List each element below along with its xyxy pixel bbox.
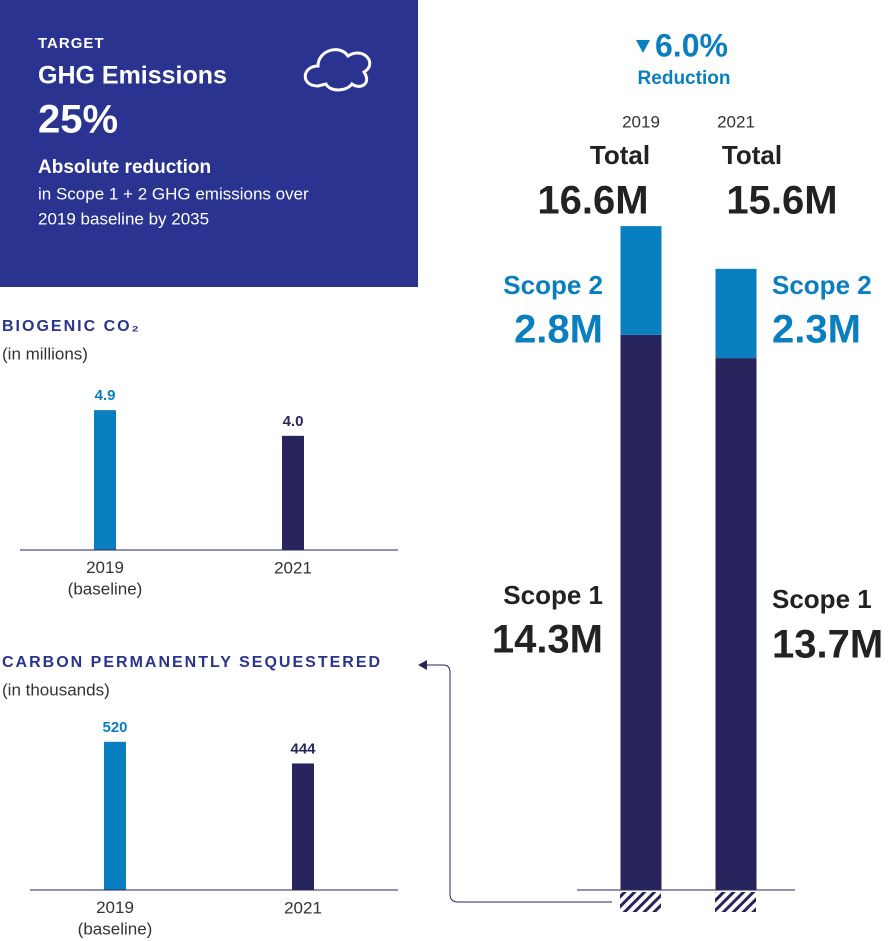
x-tick-label: 2021: [274, 558, 312, 577]
target-headline: Absolute reduction: [38, 157, 211, 178]
bar-segment: [715, 268, 757, 359]
segment-name: Scope 2: [503, 270, 603, 300]
target-title: GHG Emissions: [38, 62, 227, 90]
connector-arrow: [418, 660, 427, 670]
cloud-icon: [303, 48, 372, 92]
bar-segment: [715, 358, 757, 890]
bar: [292, 763, 314, 890]
bar-segment: [620, 226, 662, 335]
value-label: 4.9: [95, 387, 116, 404]
bar: [94, 410, 116, 550]
value-label: 444: [290, 740, 316, 757]
value-label: 520: [102, 719, 127, 736]
x-tick-label: 2019: [622, 112, 660, 131]
bar: [282, 435, 304, 550]
x-tick-label: 2021: [284, 898, 322, 917]
target-text: 2019 baseline by 2035: [38, 209, 209, 228]
down-arrow: [636, 40, 650, 53]
segment-value: 13.7M: [772, 623, 883, 667]
hatch: [620, 892, 661, 912]
reduction-value: 6.0%: [655, 27, 728, 63]
total-name: Total: [722, 140, 782, 170]
chart-subtitle: (in millions): [2, 344, 88, 363]
target-text: in Scope 1 + 2 GHG emissions over: [38, 184, 309, 203]
value-label: 4.0: [283, 413, 304, 430]
segment-value: 14.3M: [492, 618, 603, 662]
segment-name: Scope 2: [772, 270, 872, 300]
total-value: 16.6M: [537, 179, 648, 223]
segment-value: 2.8M: [514, 308, 603, 352]
target-label: TARGET: [38, 35, 105, 52]
connector: [425, 664, 612, 903]
x-tick-label: 2019 (baseline): [68, 558, 143, 598]
bar: [104, 741, 126, 890]
segment-value: 2.3M: [772, 308, 861, 352]
reduction-label: Reduction: [638, 68, 731, 89]
target-value: 25%: [38, 98, 118, 142]
total-name: Total: [590, 140, 650, 170]
chart-title: BIOGENIC CO₂: [2, 318, 141, 335]
target-box: [0, 0, 418, 287]
x-tick-label: 2021: [717, 112, 755, 131]
chart-title: CARBON PERMANENTLY SEQUESTERED: [2, 654, 382, 671]
hatch: [715, 892, 756, 912]
x-tick-label: 2019 (baseline): [78, 898, 153, 938]
segment-name: Scope 1: [772, 584, 872, 614]
total-value: 15.6M: [726, 179, 837, 223]
segment-name: Scope 1: [503, 580, 603, 610]
bar-segment: [620, 334, 662, 891]
chart-subtitle: (in thousands): [2, 680, 110, 699]
